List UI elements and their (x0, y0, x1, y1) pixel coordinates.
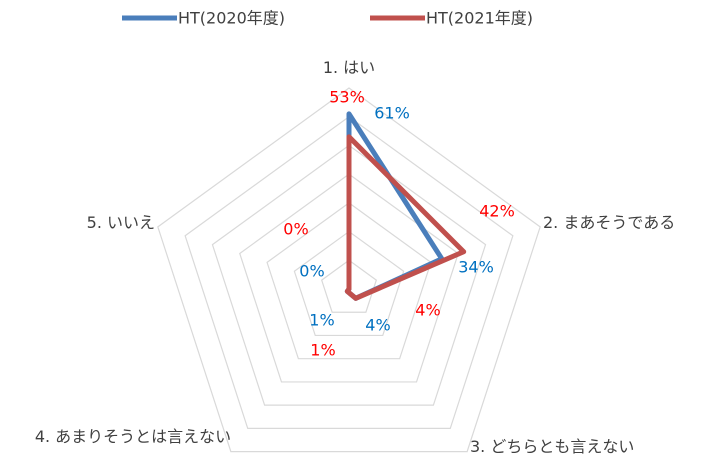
data-label: 4% (365, 316, 390, 335)
grid-ring (211, 144, 487, 406)
legend-label: HT(2020年度) (178, 9, 285, 28)
data-label: 1% (309, 311, 334, 330)
data-label: 4% (415, 301, 440, 320)
data-label: 0% (283, 220, 308, 239)
data-label: 1% (310, 341, 335, 360)
data-label: 61% (374, 104, 410, 123)
data-label: 0% (299, 262, 324, 281)
axis-label: 1. はい (322, 58, 376, 77)
grid-ring (266, 202, 432, 360)
axis-label: 3. どちらとも言えない (470, 437, 635, 456)
data-label: 53% (329, 88, 365, 107)
grid-ring (320, 259, 378, 313)
series-line (344, 134, 467, 301)
grid-ring (157, 87, 541, 453)
data-label: 42% (479, 202, 515, 221)
axis-label: 2. まあそうである (543, 213, 676, 232)
axis-label: 4. あまりそうとは言えない (34, 427, 232, 446)
grid-ring (239, 173, 459, 383)
grid-ring (293, 230, 405, 337)
data-label: 34% (458, 258, 494, 277)
grid-ring (184, 115, 514, 429)
axis-label: 5. いいえ (86, 213, 155, 232)
legend-label: HT(2021年度) (426, 9, 533, 28)
